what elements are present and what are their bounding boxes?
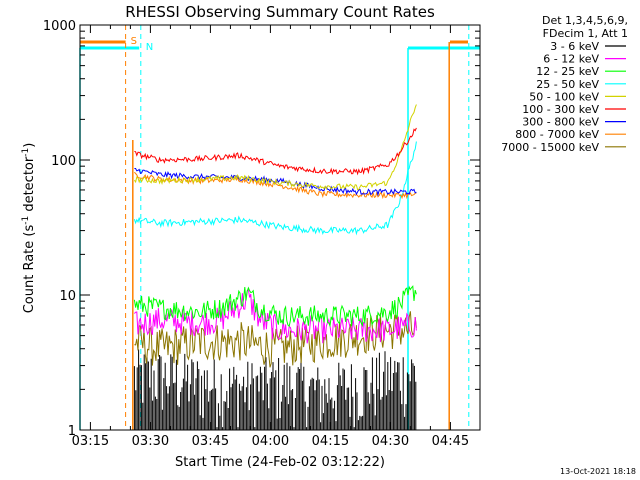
y-axis-label-sup1: -1 [21, 216, 31, 225]
series-0-trace [133, 349, 417, 430]
series-2-trace [133, 285, 417, 328]
series-1-trace [134, 288, 417, 344]
y-tick-label-3: 1000 [43, 19, 76, 34]
y-axis-label-part3: ) [22, 143, 37, 148]
x-tick-label-6: 04:45 [432, 434, 469, 449]
legend-label-2: 12 - 25 keV [536, 65, 599, 78]
legend-header-1: Det 1,3,4,5,6,9, [542, 14, 628, 27]
y-tick-label-0: 1 [68, 424, 76, 439]
plot-frame [79, 24, 481, 431]
y-tick-label-1: 10 [59, 289, 76, 304]
legend-label-4: 50 - 100 keV [529, 90, 599, 103]
timestamp: 13-Oct-2021 18:18 [560, 467, 636, 476]
x-tick-label-5: 04:30 [372, 434, 409, 449]
legend-label-8: 7000 - 15000 keV [501, 141, 599, 154]
legend: Det 1,3,4,5,6,9, FDecim 1, Att 1 3 - 6 k… [501, 14, 628, 154]
series-4-trace [133, 104, 417, 191]
legend-label-3: 25 - 50 keV [536, 78, 599, 91]
flag-lines: SN [125, 25, 470, 430]
legend-label-7: 800 - 7000 keV [515, 128, 599, 141]
flag-label-0: S [131, 36, 137, 47]
series-5-trace [134, 127, 417, 176]
x-tick-label-1: 03:30 [132, 434, 169, 449]
legend-label-0: 3 - 6 keV [550, 40, 599, 53]
flag-label-1: N [146, 42, 153, 53]
legend-label-5: 100 - 300 keV [522, 103, 599, 116]
x-tick-label-3: 04:00 [252, 434, 289, 449]
x-axis-label: Start Time (24-Feb-02 03:12:22) [175, 455, 385, 470]
legend-label-1: 6 - 12 keV [543, 53, 599, 66]
y-axis-label: Count Rate (s-1 detector-1) [21, 143, 37, 314]
x-tick-label-4: 04:15 [312, 434, 349, 449]
y-tick-label-2: 100 [51, 154, 76, 169]
x-tick-label-0: 03:15 [72, 434, 109, 449]
y-axis-label-part1: Count Rate (s [22, 225, 37, 314]
chart-title: RHESSI Observing Summary Count Rates [125, 3, 435, 21]
legend-label-6: 300 - 800 keV [522, 116, 599, 129]
y-axis-label-sup2: -1 [21, 148, 31, 157]
series-layer [133, 104, 417, 430]
series-3-trace [133, 141, 417, 236]
y-axis-label-part2: detector [22, 156, 37, 216]
axis-ticks: 03:15 03:30 03:45 04:00 04:15 04:30 04:45 1 10 10… [43, 19, 480, 449]
x-tick-label-2: 03:45 [192, 434, 229, 449]
legend-header-2: FDecim 1, Att 1 [543, 27, 628, 40]
